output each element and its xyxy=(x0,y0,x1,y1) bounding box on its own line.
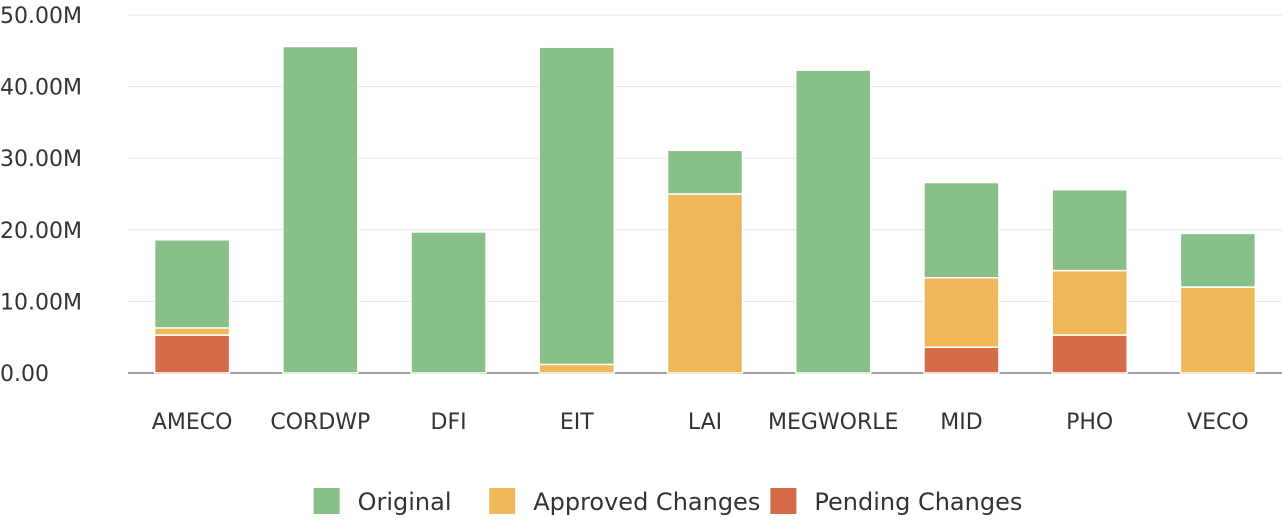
legend-label: Original xyxy=(358,488,452,516)
x-tick-label: DFI xyxy=(431,410,467,435)
bar-segment[interactable] xyxy=(666,193,744,374)
x-tick-label: AMECO xyxy=(152,410,233,435)
x-tick-label: LAI xyxy=(688,410,722,435)
bar-segment[interactable] xyxy=(1051,334,1128,374)
x-tick-label: PHO xyxy=(1066,410,1113,435)
legend-swatch xyxy=(313,488,340,514)
legend-swatch xyxy=(770,488,797,514)
y-tick-label: 50.00M xyxy=(0,4,82,29)
bar-segment[interactable] xyxy=(1051,188,1128,272)
bar-segment[interactable] xyxy=(1179,232,1257,288)
legend-item[interactable]: Pending Changes xyxy=(770,488,1022,516)
y-tick-label: 10.00M xyxy=(0,290,82,315)
legend-label: Approved Changes xyxy=(533,488,760,516)
bar-segment[interactable] xyxy=(538,46,616,366)
bars xyxy=(153,45,1257,374)
bar-segment[interactable] xyxy=(282,45,359,374)
bar-segment[interactable] xyxy=(153,327,231,336)
legend-item[interactable]: Approved Changes xyxy=(489,488,760,516)
legend-label: Pending Changes xyxy=(814,488,1022,516)
bar-segment[interactable] xyxy=(1051,269,1128,336)
x-tick-label: MID xyxy=(940,410,982,435)
x-tick-label: MEGWORLE xyxy=(768,410,898,435)
y-tick-label: 20.00M xyxy=(0,219,82,244)
x-axis: AMECO CORDWP DFI EIT LAI MEGWORLE MID PHO VECO xyxy=(152,410,1249,435)
bar-segment[interactable] xyxy=(923,346,1000,374)
legend: Original Approved Changes Pending Changes xyxy=(313,488,1022,516)
bar-segment[interactable] xyxy=(410,231,487,374)
y-tick-label: 30.00M xyxy=(0,147,82,172)
bar-segment[interactable] xyxy=(153,334,231,374)
legend-swatch xyxy=(489,488,516,514)
bar-segment[interactable] xyxy=(153,239,231,329)
bar-segment[interactable] xyxy=(923,277,1000,348)
y-tick-label: 0.00 xyxy=(0,362,49,387)
bar-segment[interactable] xyxy=(794,69,872,374)
bar-segment[interactable] xyxy=(666,149,744,195)
legend-item[interactable]: Original xyxy=(313,488,452,516)
x-tick-label: EIT xyxy=(560,410,594,435)
x-tick-label: CORDWP xyxy=(270,410,370,435)
x-tick-label: VECO xyxy=(1187,410,1249,435)
y-axis: 0.00 10.00M 20.00M 30.00M 40.00M 50.00M xyxy=(0,4,82,387)
bar-segment[interactable] xyxy=(538,363,616,374)
y-tick-label: 40.00M xyxy=(0,76,82,101)
bar-segment[interactable] xyxy=(923,181,1000,279)
bar-segment[interactable] xyxy=(1179,286,1257,374)
